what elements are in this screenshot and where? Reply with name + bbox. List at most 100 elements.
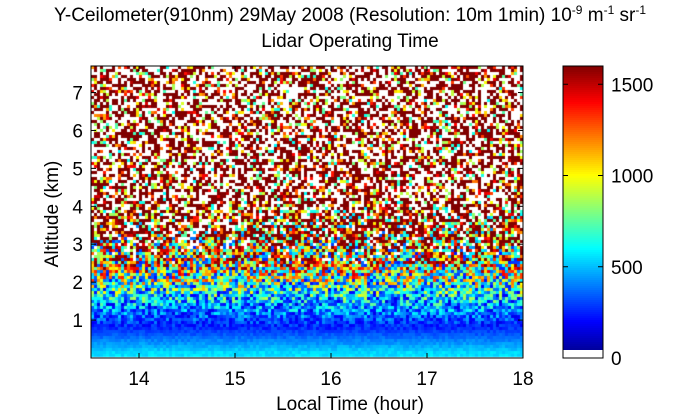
colorbar-segment xyxy=(563,176,603,179)
colorbar-segment xyxy=(563,234,603,237)
colorbar-segment xyxy=(563,220,603,223)
colorbar-axis: 0 500 1000 1500 xyxy=(563,75,653,370)
colorbar-segment xyxy=(563,256,603,259)
colorbar-segment xyxy=(563,342,603,345)
colorbar-segment xyxy=(563,102,603,105)
colorbar-segment xyxy=(563,240,603,243)
heatmap-area xyxy=(91,66,523,358)
colorbar xyxy=(563,66,603,359)
colorbar-segment xyxy=(563,222,603,225)
colorbar-segment xyxy=(563,288,603,291)
colorbar-segment xyxy=(563,268,603,271)
colorbar-segment xyxy=(563,206,603,209)
x-axis: 14 15 16 17 18 xyxy=(128,66,534,390)
colorbar-segment xyxy=(563,260,603,263)
colorbar-segment xyxy=(563,96,603,99)
colorbar-segment xyxy=(563,274,603,277)
colorbar-segment xyxy=(563,78,603,81)
x-tick-label: 17 xyxy=(416,369,437,390)
colorbar-segment xyxy=(563,86,603,89)
colorbar-segment xyxy=(563,326,603,329)
colorbar-segment xyxy=(563,228,603,231)
colorbar-segment xyxy=(563,182,603,185)
colorbar-segment xyxy=(563,344,603,347)
colorbar-segment xyxy=(563,340,603,343)
colorbar-segment xyxy=(563,146,603,149)
colorbar-segment xyxy=(563,250,603,253)
colorbar-segment xyxy=(563,170,603,173)
colorbar-segment xyxy=(563,320,603,323)
colorbar-segment xyxy=(563,142,603,145)
colorbar-segment xyxy=(563,158,603,161)
colorbar-segment xyxy=(563,294,603,297)
colorbar-tick-label: 0 xyxy=(611,349,622,370)
colorbar-segment xyxy=(563,284,603,287)
colorbar-segment xyxy=(563,80,603,83)
colorbar-segment xyxy=(563,334,603,337)
colorbar-segment xyxy=(563,104,603,107)
y-tick-label: 1 xyxy=(72,311,83,332)
colorbar-segment xyxy=(563,200,603,203)
colorbar-segment xyxy=(563,282,603,285)
y-axis: 1 2 3 4 5 6 7 xyxy=(72,84,523,332)
colorbar-segment xyxy=(563,184,603,187)
colorbar-segment xyxy=(563,290,603,293)
colorbar-segment xyxy=(563,208,603,211)
colorbar-segment xyxy=(563,110,603,113)
colorbar-segment xyxy=(563,74,603,77)
colorbar-segment xyxy=(563,238,603,241)
colorbar-segment xyxy=(563,298,603,301)
colorbar-segment xyxy=(563,314,603,317)
colorbar-segment xyxy=(563,152,603,155)
colorbar-segment xyxy=(563,356,603,359)
colorbar-segment xyxy=(563,348,603,351)
colorbar-segment xyxy=(563,252,603,255)
colorbar-segment xyxy=(563,292,603,295)
colorbar-segment xyxy=(563,246,603,249)
colorbar-segment xyxy=(563,112,603,115)
colorbar-frame xyxy=(562,65,604,359)
colorbar-segment xyxy=(563,198,603,201)
colorbar-segment xyxy=(563,332,603,335)
colorbar-segment xyxy=(563,190,603,193)
colorbar-segment xyxy=(563,66,603,69)
colorbar-segment xyxy=(563,352,603,355)
x-tick-label: 16 xyxy=(320,369,341,390)
y-tick-label: 5 xyxy=(72,159,83,180)
colorbar-segment xyxy=(563,196,603,199)
colorbar-segment xyxy=(563,166,603,169)
colorbar-segment xyxy=(563,276,603,279)
colorbar-segment xyxy=(563,354,603,357)
chart-subtitle: Lidar Operating Time xyxy=(261,31,439,52)
colorbar-segment xyxy=(563,300,603,303)
heatmap-image xyxy=(91,66,523,358)
colorbar-segment xyxy=(563,310,603,313)
colorbar-segment xyxy=(563,270,603,273)
colorbar-segment xyxy=(563,88,603,91)
colorbar-segment xyxy=(563,160,603,163)
colorbar-segment xyxy=(563,258,603,261)
colorbar-segment xyxy=(563,338,603,341)
colorbar-segment xyxy=(563,188,603,191)
colorbar-segment xyxy=(563,226,603,229)
colorbar-segment xyxy=(563,280,603,283)
colorbar-segment xyxy=(563,122,603,125)
y-tick-label: 3 xyxy=(72,235,83,256)
colorbar-segment xyxy=(563,254,603,257)
colorbar-segment xyxy=(563,202,603,205)
colorbar-segment xyxy=(563,262,603,265)
colorbar-segment xyxy=(563,162,603,165)
colorbar-segment xyxy=(563,134,603,137)
colorbar-segment xyxy=(563,114,603,117)
colorbar-segment xyxy=(563,90,603,93)
colorbar-segment xyxy=(563,106,603,109)
colorbar-segment xyxy=(563,132,603,135)
colorbar-segment xyxy=(563,194,603,197)
colorbar-segment xyxy=(563,128,603,131)
colorbar-segment xyxy=(563,210,603,213)
colorbar-segment xyxy=(563,318,603,321)
colorbar-segment xyxy=(563,322,603,325)
colorbar-segment xyxy=(563,242,603,245)
colorbar-segment xyxy=(563,186,603,189)
colorbar-segment xyxy=(563,236,603,239)
